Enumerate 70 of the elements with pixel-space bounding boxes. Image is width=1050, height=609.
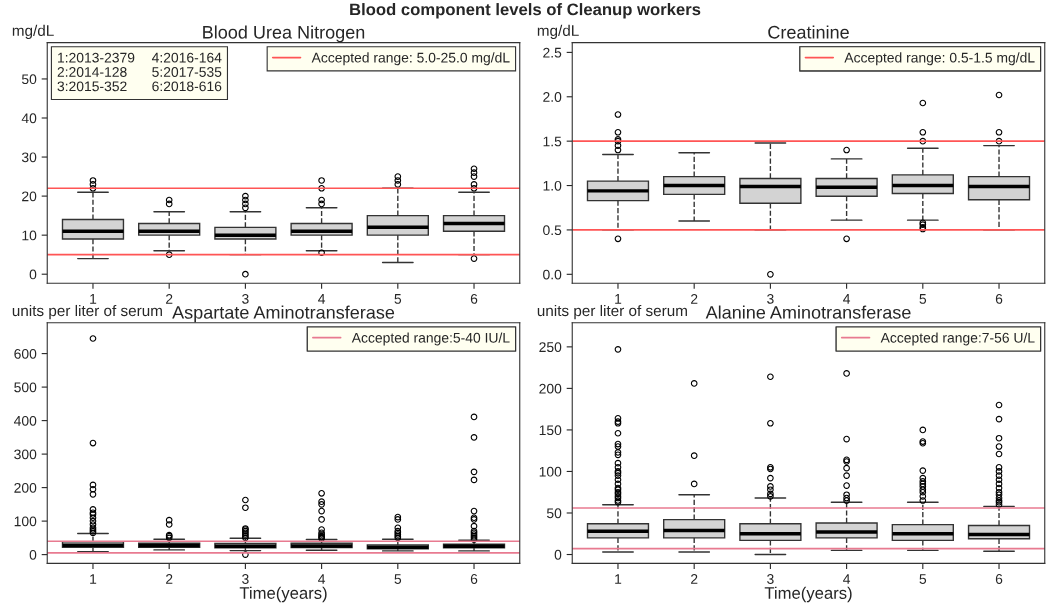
y-tick-label: 250 [539, 342, 562, 353]
y-tick-label: 0 [29, 549, 37, 560]
y-axis-title: mg/dL [12, 24, 54, 40]
x-tick-label: 4 [843, 294, 851, 304]
x-tick-label: 5 [919, 574, 927, 584]
y-tick-label: 150 [539, 425, 562, 436]
x-axis-title: Time(years) [764, 586, 852, 603]
y-tick-label: 1.0 [543, 180, 562, 191]
x-tick-label: 1 [615, 294, 622, 304]
x-tick-label: 6 [995, 574, 1003, 584]
x-tick-label: 4 [318, 574, 326, 584]
chart-title: Aspartate Aminotransferase [172, 305, 395, 323]
y-tick-label: 500 [14, 382, 37, 393]
chart-title: Blood Urea Nitrogen [203, 25, 365, 43]
y-tick-label: 50 [546, 508, 562, 519]
y-tick-label: 600 [14, 348, 37, 359]
y-tick-label: 300 [14, 449, 37, 460]
x-axis-title: Time(years) [239, 586, 327, 603]
x-tick-label: 2 [166, 293, 173, 304]
y-axis-title: units per liter of serum [12, 304, 162, 320]
y-tick-label: 0 [554, 549, 562, 560]
chart-title: Alanine Aminotransferase [705, 305, 911, 319]
y-tick-label: 1.5 [543, 136, 562, 147]
text: Blood component levels of Cleanup workers [350, 3, 701, 19]
x-tick-label: 5 [394, 574, 402, 584]
x-tick-label: 6 [470, 293, 478, 304]
x-tick-label: 4 [318, 294, 326, 304]
x-tick-label: 3 [242, 574, 249, 584]
x-tick-label: 6 [470, 574, 478, 584]
annotation: 6:2018-616 [152, 81, 222, 92]
annotation: 1:2013-2379 [58, 52, 135, 63]
y-tick-label: 50 [21, 74, 37, 85]
x-tick-label: 2 [691, 293, 698, 304]
legend-label: Accepted range: 5.0-25.0 mg/dL [311, 52, 510, 66]
y-tick-label: 30 [21, 152, 37, 163]
x-tick-label: 1 [615, 574, 622, 584]
y-tick-label: 200 [539, 383, 562, 394]
legend-label: Accepted range: 0.5-1.5 mg/dL [844, 52, 1035, 66]
x-tick-label: 5 [394, 294, 402, 304]
y-tick-label: 100 [539, 466, 562, 477]
x-tick-label: 2 [166, 574, 173, 584]
y-tick-label: 2.0 [543, 92, 562, 102]
y-tick-label: 100 [14, 516, 37, 527]
y-tick-label: 200 [14, 482, 37, 493]
annotation: 5:2017-535 [152, 67, 222, 77]
y-axis-title: units per liter of serum [537, 304, 687, 320]
x-tick-label: 5 [919, 294, 927, 304]
x-tick-label: 4 [843, 574, 851, 584]
y-axis-title: mg/dL [537, 24, 579, 40]
y-tick-label: 0.0 [543, 269, 562, 280]
x-tick-label: 6 [995, 293, 1003, 304]
y-tick-label: 0.5 [543, 225, 562, 236]
y-tick-label: 400 [13, 415, 37, 426]
x-tick-label: 1 [90, 294, 97, 304]
annotation: 3:2015-352 [57, 81, 127, 92]
y-tick-label: 2.5 [543, 47, 562, 58]
legend-label: Accepted range:7-56 U/L [880, 332, 1035, 346]
chart-title: Creatinine [768, 25, 849, 39]
y-tick-label: 10 [22, 230, 37, 241]
annotation: 4:2016-164 [151, 52, 222, 63]
x-tick-label: 3 [767, 293, 774, 304]
y-tick-label: 20 [22, 191, 37, 202]
y-tick-label: 40 [21, 113, 37, 124]
legend-label: Accepted range:5-40 IU/L [351, 332, 510, 346]
annotation: 2:2014-128 [57, 67, 127, 77]
x-tick-label: 2 [691, 574, 698, 584]
y-tick-label: 0 [29, 269, 37, 280]
x-tick-label: 1 [90, 574, 97, 584]
x-tick-label: 3 [767, 574, 774, 584]
x-tick-label: 3 [242, 293, 249, 304]
